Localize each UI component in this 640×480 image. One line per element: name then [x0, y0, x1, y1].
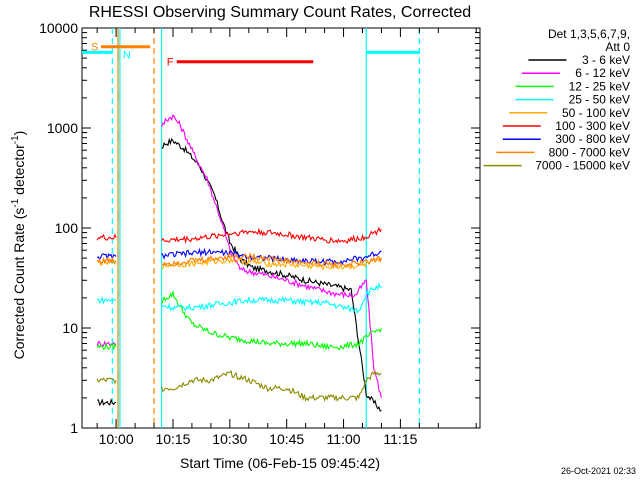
y-label-end: ) — [11, 131, 27, 136]
legend-label: 12 - 25 keV — [569, 79, 630, 93]
y-tick-label: 100 — [55, 220, 79, 236]
legend-label: 300 - 800 keV — [555, 132, 630, 146]
y-axis-ticks: 1 10 100 1000 10000 — [39, 20, 480, 436]
plot-border — [81, 27, 481, 429]
timestamp: 26-Oct-2021 02:33 — [561, 466, 636, 476]
y-tick-label: 10 — [62, 320, 78, 336]
x-tick-label: 11:00 — [327, 431, 361, 447]
y-label-sup2: -1 — [10, 135, 21, 144]
series-line-5 — [96, 226, 382, 245]
plot-frame — [81, 27, 481, 429]
series-lines — [96, 113, 382, 412]
legend-label: 3 - 6 keV — [582, 53, 630, 67]
vertical-marker-lines — [82, 28, 420, 428]
legend-title-line1: Det 1,3,5,6,7,9, — [548, 27, 630, 41]
x-tick-label: 10:00 — [99, 431, 134, 447]
series-line-6 — [96, 247, 382, 266]
series-line-0 — [97, 137, 382, 412]
x-tick-label: 11:15 — [383, 431, 417, 447]
flag-bars: S N F — [91, 42, 314, 69]
x-axis-label: Start Time (06-Feb-15 09:45:42) — [180, 455, 380, 471]
legend-label: 800 - 7000 keV — [549, 145, 630, 159]
y-tick-label: 1000 — [47, 120, 78, 136]
y-label-main: Corrected Count Rate (s — [11, 208, 27, 360]
y-axis-label: Corrected Count Rate (s-1 detector-1) — [10, 131, 27, 360]
flag-label-N: N — [123, 50, 131, 62]
legend-label: 50 - 100 keV — [562, 106, 630, 120]
legend-label: 6 - 12 keV — [575, 66, 630, 80]
flag-label-S: S — [91, 42, 98, 54]
series-line-3 — [97, 282, 382, 315]
y-label-sup1: -1 — [10, 198, 21, 207]
series-line-7 — [96, 252, 382, 269]
legend-label: 7000 - 15000 keV — [535, 159, 630, 173]
series-line-8 — [96, 370, 382, 402]
x-tick-label: 10:15 — [155, 431, 190, 447]
flag-label-F: F — [167, 57, 174, 69]
chart-title: RHESSI Observing Summary Count Rates, Co… — [89, 4, 471, 21]
series-line-2 — [96, 291, 382, 351]
y-label-mid: detector — [11, 144, 27, 199]
x-tick-label: 10:45 — [269, 431, 304, 447]
y-tick-label: 10000 — [39, 20, 78, 36]
x-tick-label: 10:30 — [212, 431, 247, 447]
legend-label: 100 - 300 keV — [555, 119, 630, 133]
y-tick-label: 1 — [70, 420, 78, 436]
legend-title-line2: Att 0 — [605, 40, 630, 54]
legend-label: 25 - 50 keV — [569, 93, 630, 107]
x-axis-ticks: 10:00 10:15 10:30 10:45 11:00 11:15 — [96, 28, 477, 447]
